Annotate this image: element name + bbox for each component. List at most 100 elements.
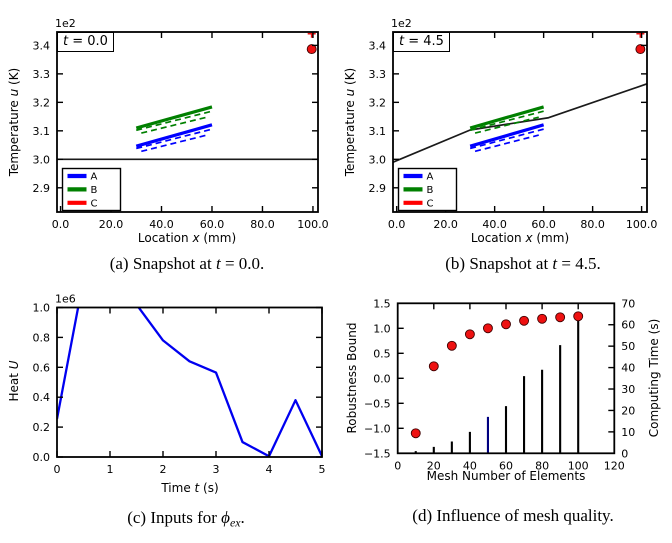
- marker-C-plus: [307, 32, 316, 38]
- y2-tick-label: 40: [621, 362, 635, 375]
- caption-text-part: (mm): [532, 231, 570, 245]
- x-tick-label: 20.0: [99, 218, 124, 231]
- series-group: [57, 307, 322, 457]
- x-tick-label: 4: [266, 463, 273, 476]
- y-axis-label-d: Robustness Bound: [345, 322, 359, 433]
- caption-text-part: t: [63, 34, 69, 49]
- legend-label-C: C: [91, 198, 98, 209]
- x-tick-label: 100.0: [626, 218, 658, 231]
- y2-tick-label: 30: [621, 383, 635, 396]
- y-tick-label: 3.0: [369, 153, 387, 166]
- caption-text-part: (c) Inputs for: [127, 508, 222, 527]
- scatter-point-robustness-bound: [464, 329, 475, 340]
- legend: ABC: [397, 167, 458, 212]
- marker-C-plus: [636, 32, 645, 38]
- series-A: [135, 123, 213, 148]
- x-tick-label: 0: [394, 459, 401, 472]
- series-reference: [393, 83, 647, 163]
- caption-text-part: Heat: [7, 369, 21, 402]
- caption-text-part: Mesh Number of Elements: [426, 469, 586, 483]
- caption-text-part: .: [240, 508, 245, 527]
- y-tick-label: 1.0: [33, 302, 51, 315]
- chart-a: 0.0 20.0 40.0 60.0 80.0 100.0 2.9 3.0 3.1 3.2 3.3 3…: [33, 17, 329, 231]
- ticks: [56, 306, 323, 458]
- x-tick-label: 40.0: [149, 218, 174, 231]
- series-A: [469, 123, 545, 148]
- x-tick-label: 1: [107, 463, 114, 476]
- y-tick-label: −0.5: [364, 397, 391, 410]
- caption-text-part: x: [525, 231, 533, 245]
- caption-text-part: Time: [161, 481, 195, 495]
- y-tick-label: 3.4: [369, 39, 387, 52]
- y-tick-label: 1.5: [373, 297, 391, 310]
- x-axis-label-a: Location x (mm): [138, 231, 236, 245]
- y-tick-label: −1.0: [364, 422, 391, 435]
- y2-axis-label-d: Computing Time (s): [647, 319, 661, 438]
- caption-text-part: (s): [199, 481, 219, 495]
- legend-label-A: A: [91, 172, 98, 183]
- series-A-bound-lower: [141, 134, 208, 153]
- x-tick-label: 100.0: [297, 218, 329, 231]
- series-group: [393, 32, 647, 163]
- x-tick-label: 40.0: [482, 218, 507, 231]
- caption-text-part: t: [399, 34, 405, 49]
- caption-text-part: x: [192, 231, 200, 245]
- series-B-bound-upper: [136, 110, 213, 132]
- y-tick-label: 0.2: [33, 421, 51, 434]
- caption-text-part: (mm): [199, 231, 237, 245]
- x-tick-label: 60: [499, 459, 513, 472]
- y2-tick-label: 50: [621, 340, 635, 353]
- scatter-point-robustness-bound: [428, 361, 439, 372]
- plot-frame: [56, 306, 323, 458]
- caption-text-part: u: [343, 88, 357, 97]
- y-tick-label: 3.2: [33, 96, 51, 109]
- plot-frame: [56, 31, 319, 213]
- caption-text-part: t: [552, 254, 558, 273]
- legend: ABC: [61, 167, 122, 212]
- series-A-bound-upper: [469, 128, 544, 150]
- caption-text-part: Location: [470, 231, 526, 245]
- x-tick-label: 80: [535, 459, 549, 472]
- x-axis-label-c: Time t (s): [161, 481, 218, 495]
- caption-text-part: = 0.0.: [220, 254, 265, 273]
- caption-text-part: (K): [343, 67, 357, 89]
- caption-text-part: = 4.5.: [557, 254, 601, 273]
- x-tick-label: 40: [463, 459, 477, 472]
- caption-text-part: U: [7, 360, 21, 370]
- caption-text-part: (a) Snapshot at: [109, 254, 216, 273]
- chart-c: 0 1 2 3 4 5 0.0 0.2 0.4 0.6 0.8 1.0 1e6: [33, 293, 326, 477]
- marker-C-dot: [306, 44, 317, 55]
- y2-tick-label: 0: [621, 447, 628, 460]
- caption-c: (c) Inputs for ϕex.: [127, 508, 245, 531]
- x-tick-label: 20.0: [433, 218, 458, 231]
- y-tick-label: 0.8: [33, 331, 51, 344]
- plot-frame: [392, 31, 648, 213]
- legend-label-B: B: [427, 185, 434, 196]
- x-tick-label: 80.0: [580, 218, 605, 231]
- scatter-point-robustness-bound: [501, 319, 511, 330]
- series-B-bound-lower: [474, 116, 539, 134]
- scatter-point-robustness-bound: [537, 313, 548, 324]
- y-tick-label: 0.0: [373, 372, 391, 385]
- caption-text-part: (K): [7, 67, 21, 89]
- series-B-bound-upper: [469, 110, 544, 132]
- y-tick-label: 3.2: [369, 96, 387, 109]
- y-tick-label: 3.3: [33, 68, 51, 81]
- caption-text-part: = 0.0: [68, 34, 108, 49]
- scatter-point-robustness-bound: [410, 428, 421, 439]
- x-axis-label-d: Mesh Number of Elements: [427, 469, 586, 483]
- x-tick-label: 0.0: [388, 218, 406, 231]
- y2-tick-label: 70: [621, 297, 635, 310]
- x-tick-label: 5: [319, 463, 326, 476]
- annotation-time-b: t = 4.5: [393, 32, 450, 52]
- y-tick-label: 0.0: [33, 451, 51, 464]
- y-tick-label: 0.5: [373, 347, 391, 360]
- axis-offset-label: 1e6: [55, 293, 76, 306]
- marker-C-dot: [635, 44, 646, 55]
- caption-text-part: Location: [137, 231, 193, 245]
- y-tick-label: 0.4: [33, 391, 51, 404]
- caption-text-part: ex: [229, 515, 241, 530]
- y-tick-label: 3.1: [33, 125, 51, 138]
- x-tick-label: 80.0: [250, 218, 275, 231]
- caption-text-part: ϕ: [221, 508, 230, 527]
